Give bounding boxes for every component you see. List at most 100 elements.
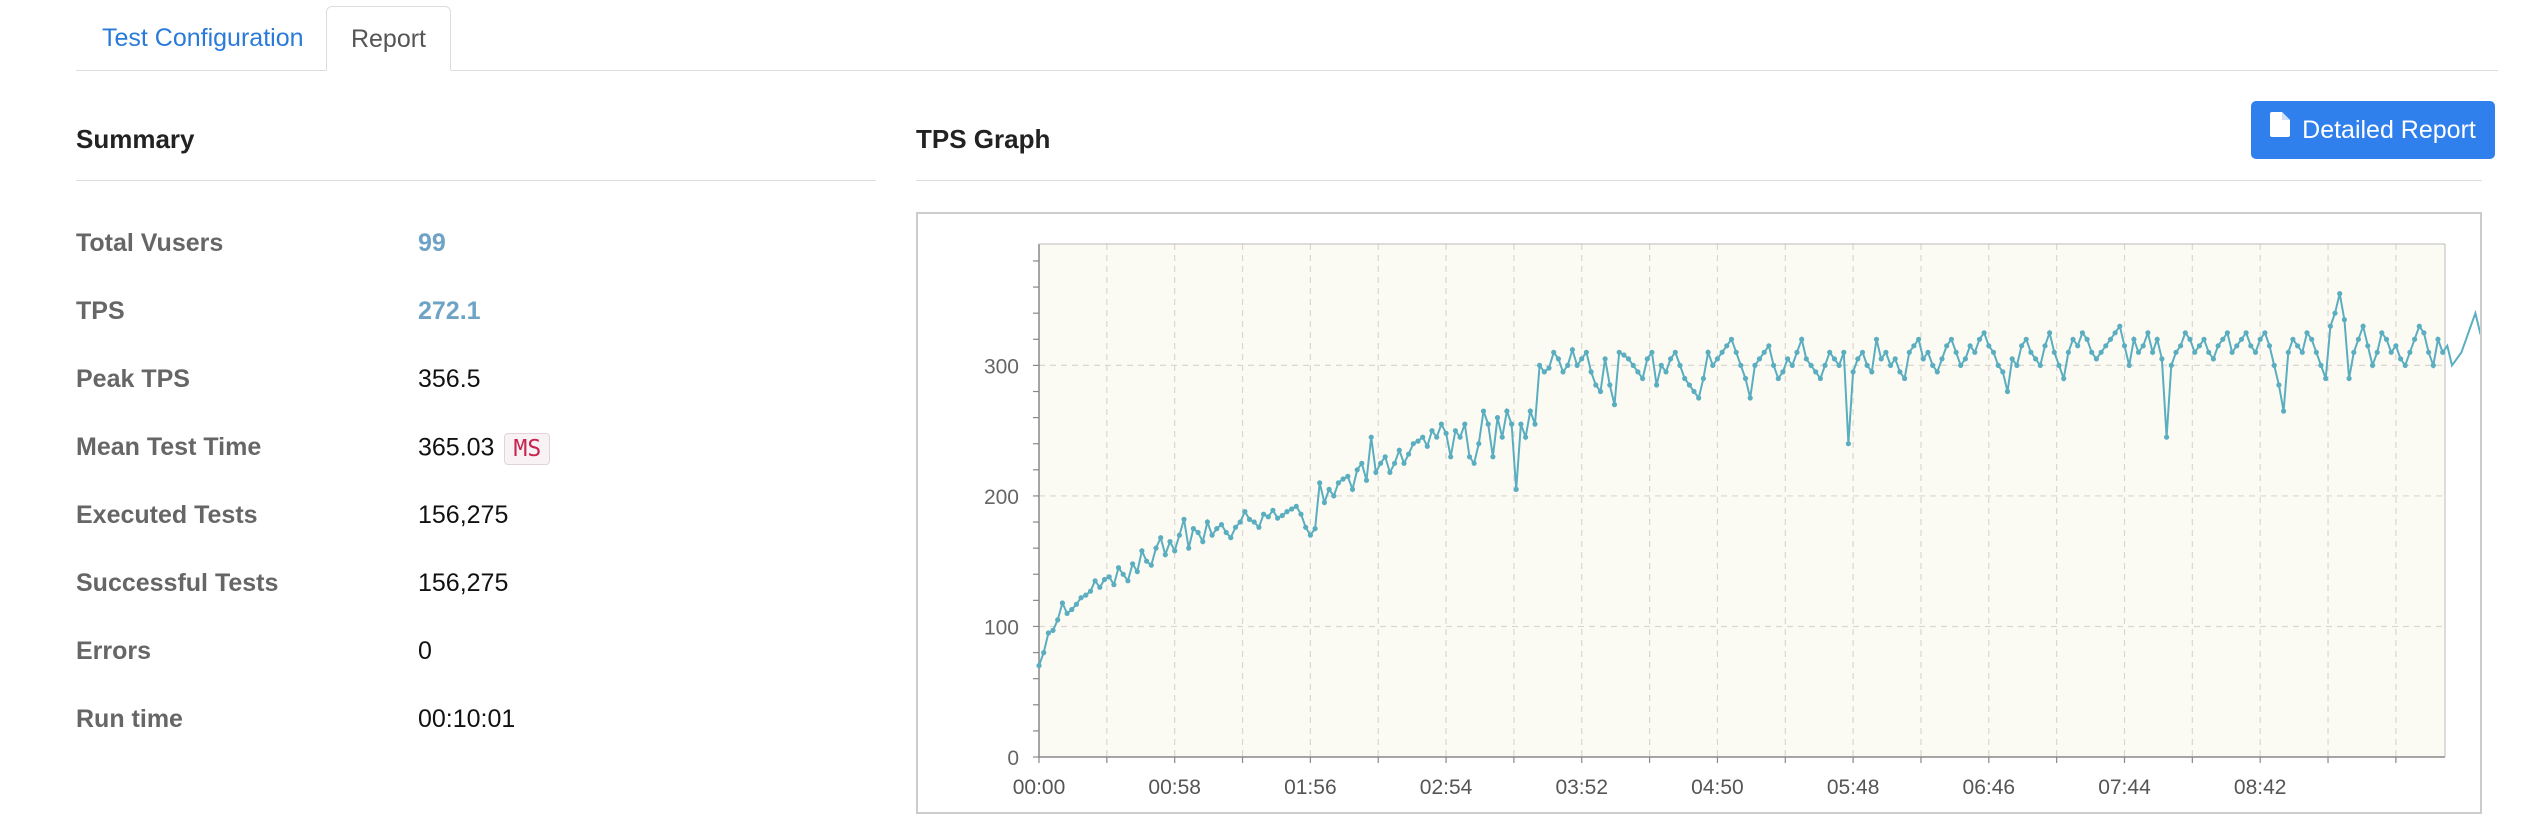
tps-data-point: [2187, 336, 2193, 342]
tps-data-point: [1916, 336, 1922, 342]
tps-data-point: [1312, 526, 1318, 532]
tps-data-point: [2238, 336, 2245, 342]
tps-data-point: [1672, 349, 1678, 355]
tps-data-point: [1354, 467, 1360, 473]
tps-data-point: [2369, 362, 2376, 368]
tps-data-point: [1232, 524, 1239, 530]
tps-data-point: [2365, 343, 2371, 349]
tps-data-point: [2290, 336, 2296, 342]
tps-data-point: [2243, 330, 2249, 336]
tps-data-point: [1981, 330, 1987, 336]
tab-test-configuration[interactable]: Test Configuration: [102, 24, 304, 52]
tps-data-point: [1738, 362, 1744, 368]
tps-data-point: [2023, 336, 2029, 342]
x-tick-label: 07:44: [2098, 776, 2151, 799]
tps-data-point: [1752, 362, 1758, 368]
tps-data-point: [1228, 535, 1234, 541]
tps-data-point: [1841, 349, 1847, 355]
tps-data-point: [1761, 349, 1767, 355]
tps-data-point: [2402, 362, 2408, 368]
tps-data-point: [1602, 356, 1608, 362]
tps-data-point: [1616, 349, 1622, 355]
tps-data-point: [2327, 323, 2333, 329]
tps-data-point: [1504, 408, 1510, 414]
tps-data-point: [1471, 460, 1477, 466]
tps-data-point: [1532, 421, 1538, 427]
tps-data-point: [1214, 526, 1220, 532]
tps-data-point: [1864, 362, 1870, 368]
tps-data-point: [2019, 343, 2025, 349]
tps-data-point: [1331, 493, 1337, 499]
tps-data-point: [1373, 469, 1379, 475]
tps-data-point: [1115, 565, 1122, 571]
tab-report[interactable]: Report: [326, 6, 451, 71]
x-tick-label: 03:52: [1555, 776, 1608, 799]
tps-data-point: [1120, 571, 1126, 577]
tps-data-point: [2351, 349, 2357, 355]
summary-label: Successful Tests: [76, 569, 279, 597]
tps-data-point: [2304, 330, 2310, 336]
tps-data-point: [1050, 627, 1056, 633]
tps-data-point: [1799, 336, 1805, 342]
tps-data-point: [2168, 362, 2174, 368]
tps-data-point: [1995, 362, 2001, 368]
tps-data-point: [1415, 438, 1421, 444]
tps-data-point: [1392, 460, 1398, 466]
tps-data-point: [1541, 369, 1547, 375]
tps-data-point: [2229, 349, 2235, 355]
tps-data-point: [1527, 408, 1533, 414]
tps-data-point: [2107, 336, 2114, 342]
y-tick-label: 200: [984, 486, 1019, 509]
tps-data-point: [1443, 430, 1449, 436]
tps-series-line: [1038, 293, 2548, 666]
tps-data-point: [2117, 323, 2123, 329]
tps-data-point: [2075, 343, 2081, 349]
summary-label: Total Vusers: [76, 229, 224, 257]
summary-value: 272.1: [418, 297, 481, 325]
tps-data-point: [1410, 441, 1416, 447]
detailed-report-button[interactable]: Detailed Report: [2251, 101, 2495, 159]
x-tick-label: 05:48: [1827, 776, 1880, 799]
tps-data-point: [1934, 369, 1940, 375]
tps-data-point: [1476, 441, 1482, 447]
tps-data-point: [2430, 362, 2436, 368]
tps-data-point: [2257, 336, 2263, 342]
tps-data-point: [1625, 356, 1632, 362]
x-tick-label: 01:56: [1284, 776, 1337, 799]
tps-data-point: [1200, 539, 1206, 545]
tps-data-point: [1106, 574, 1112, 580]
tps-data-point: [1930, 362, 1936, 368]
tps-chart: 0 100 200 300 00:00 00:58 01:56 02:54 03:52 04:50…: [984, 243, 2548, 799]
summary-value: 156,275: [418, 501, 509, 529]
tps-data-point: [1883, 349, 1889, 355]
tps-data-point: [2154, 336, 2160, 342]
tps-data-point: [1855, 356, 1861, 362]
tps-data-point: [1658, 362, 1664, 368]
tps-data-point: [2416, 323, 2422, 329]
tps-data-point: [1888, 362, 1894, 368]
y-tick-label: 0: [1007, 747, 1019, 770]
summary-value-wrap: 356.5: [418, 365, 481, 394]
tps-data-point: [1218, 522, 1225, 528]
tps-data-point: [1378, 460, 1384, 466]
tps-data-point: [2388, 349, 2394, 355]
tps-data-point: [1958, 362, 1964, 368]
tps-data-point: [1803, 356, 1809, 362]
tps-data-point: [2112, 330, 2118, 336]
tps-data-point: [2047, 330, 2053, 336]
tps-data-point: [1275, 515, 1281, 521]
file-icon: [2270, 100, 2291, 158]
x-tick-label: 00:00: [1013, 776, 1066, 799]
tps-data-point: [2262, 330, 2268, 336]
tps-data-point: [1976, 336, 1983, 342]
tps-data-point: [1677, 362, 1683, 368]
tps-data-point: [1813, 369, 1819, 375]
tps-data-point: [1972, 349, 1978, 355]
tps-data-point: [1794, 349, 1800, 355]
summary-row: Run time 00:10:01: [76, 705, 776, 745]
tps-data-point: [1303, 524, 1309, 530]
tps-data-point: [2037, 362, 2043, 368]
tps-data-point: [2276, 382, 2282, 388]
tps-data-point: [1948, 336, 1954, 342]
tps-data-point: [2004, 388, 2011, 395]
